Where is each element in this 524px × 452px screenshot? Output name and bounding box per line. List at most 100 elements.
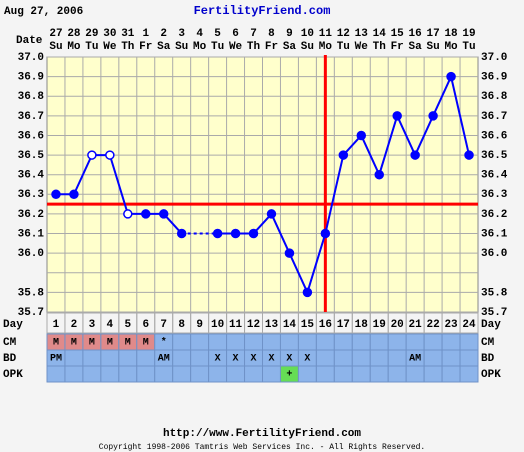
site-title: FertilityFriend.com	[194, 4, 331, 18]
y-tick-label-right: 36.2	[481, 209, 507, 221]
row-cell	[190, 365, 210, 383]
row-label: CM	[3, 337, 17, 349]
temperature-point	[320, 228, 331, 239]
row-cell	[244, 333, 264, 351]
weekday-label: We	[103, 41, 117, 53]
row-cell-text: X	[304, 354, 310, 365]
temperature-point	[410, 150, 420, 160]
y-tick-label-right: 35.7	[481, 307, 507, 319]
weekday-label: Mo	[193, 41, 207, 53]
y-tick-label: 36.2	[18, 209, 44, 221]
y-tick-label: 36.5	[18, 150, 45, 162]
date-label: 3	[178, 28, 185, 40]
row-cell	[441, 365, 461, 383]
row-cell	[315, 365, 335, 383]
row-cell	[172, 365, 192, 383]
date-label: 2	[160, 28, 167, 40]
day-number: 15	[301, 319, 315, 331]
day-number: 4	[107, 319, 114, 331]
row-cell	[405, 365, 425, 383]
copyright: Copyright 1998-2006 Tamtris Web Services…	[99, 443, 425, 452]
row-cell-text: AM	[409, 354, 421, 365]
weekday-label: Tu	[85, 41, 98, 53]
day-number: 23	[444, 319, 458, 331]
weekday-label: Mo	[319, 41, 333, 53]
weekday-label: Mo	[67, 41, 81, 53]
date-label: 7	[250, 28, 257, 40]
weekday-label: Tu	[337, 41, 350, 53]
y-tick-label-right: 36.6	[481, 130, 507, 142]
date-label: 11	[319, 28, 333, 40]
row-cell-text: PM	[50, 354, 62, 365]
row-cell-text: X	[268, 354, 274, 365]
y-tick-label: 36.9	[18, 72, 44, 84]
temperature-point	[374, 169, 384, 180]
y-tick-label-right: 35.8	[481, 287, 508, 299]
day-number: 8	[178, 319, 185, 331]
y-tick-label: 36.8	[18, 91, 45, 103]
row-cell	[459, 365, 479, 383]
row-cell	[82, 349, 102, 367]
row-cell	[387, 365, 407, 383]
date-label: 10	[301, 28, 314, 40]
row-cell-text: *	[161, 337, 167, 349]
day-number: 22	[427, 319, 440, 331]
y-tick-label: 36.6	[18, 130, 44, 142]
row-cell-text: M	[53, 338, 59, 349]
row-cell-text: M	[71, 338, 77, 349]
y-tick-label: 36.3	[18, 189, 45, 201]
day-number: 14	[283, 319, 297, 331]
day-number: 2	[71, 319, 78, 331]
row-cell	[262, 365, 281, 383]
row-label: BD	[3, 353, 17, 365]
weekday-label: Su	[427, 41, 440, 53]
row-label-right: BD	[481, 353, 495, 365]
y-tick-label-right: 36.9	[481, 72, 507, 84]
row-cell	[208, 333, 228, 351]
date-label: 17	[427, 28, 440, 40]
temperature-point	[176, 228, 187, 239]
row-cell	[315, 349, 335, 367]
temperature-point	[266, 209, 277, 219]
y-tick-label: 37.0	[18, 52, 44, 64]
date-label: 4	[196, 28, 203, 40]
row-cell-text: +	[286, 370, 292, 381]
row-cell	[369, 333, 389, 351]
day-number: 21	[409, 319, 423, 331]
y-tick-label-right: 36.3	[481, 189, 508, 201]
row-cell-text: M	[125, 338, 131, 349]
date-label: 16	[409, 28, 422, 40]
day-number: 24	[462, 319, 476, 331]
date-label: 27	[49, 28, 62, 40]
day-number: 9	[196, 319, 203, 331]
day-number: 17	[337, 319, 350, 331]
weekday-label: Su	[175, 41, 188, 53]
weekday-label: Su	[301, 41, 314, 53]
row-label-right: CM	[481, 337, 495, 349]
row-cell-text: X	[233, 354, 239, 365]
y-tick-label: 35.7	[18, 307, 44, 319]
y-tick-label-right: 37.0	[481, 52, 507, 64]
row-cell	[208, 365, 228, 383]
date-label: 29	[85, 28, 98, 40]
weekday-label: Fr	[265, 41, 278, 53]
row-cell	[369, 349, 389, 367]
temperature-point	[212, 228, 223, 239]
row-cell	[226, 365, 246, 383]
temperature-point	[392, 111, 402, 121]
date-label: 1	[142, 28, 149, 40]
row-cell	[136, 365, 156, 383]
day-label: Day	[3, 319, 23, 331]
temperature-point	[141, 209, 151, 219]
date-label: 30	[103, 28, 116, 40]
weekday-label: We	[355, 41, 369, 53]
row-cell	[64, 349, 84, 367]
weekday-label: Sa	[409, 41, 423, 53]
temperature-point	[338, 150, 349, 160]
date-label: 31	[121, 28, 135, 40]
temperature-point	[87, 150, 97, 160]
y-tick-label: 36.1	[18, 228, 45, 240]
footer-url: http://www.FertilityFriend.com	[163, 428, 361, 440]
day-number: 3	[89, 319, 96, 331]
